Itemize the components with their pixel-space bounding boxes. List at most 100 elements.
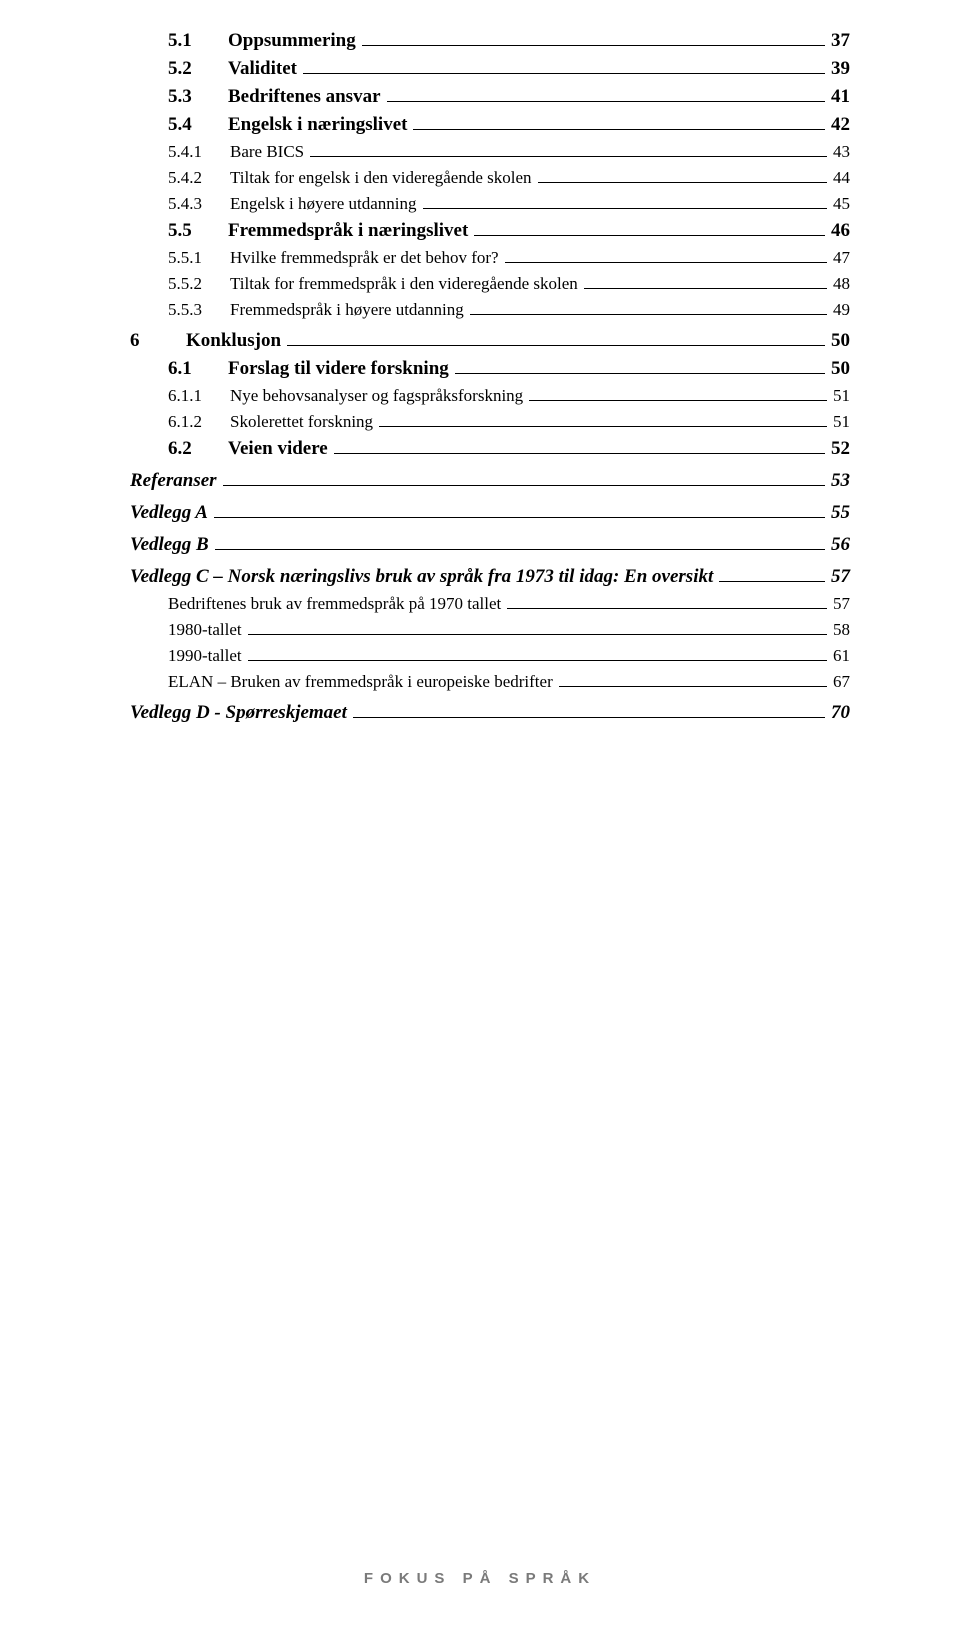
toc-leader	[334, 453, 825, 454]
toc-entry: Referanser 53	[130, 470, 850, 492]
toc-entry-label: 1980-tallet	[168, 620, 242, 640]
toc-entry-page: 39	[831, 58, 850, 80]
toc-entry-number: 5.5.2	[168, 274, 230, 294]
toc-entry-page: 43	[833, 142, 850, 162]
toc-leader	[248, 634, 827, 635]
toc-entry: 1980-tallet 58	[130, 620, 850, 640]
toc-entry: Vedlegg C – Norsk næringslivs bruk av sp…	[130, 566, 850, 588]
toc-entry: 5.4Engelsk i næringslivet 42	[130, 114, 850, 136]
toc-entry-label: Referanser	[130, 470, 217, 492]
toc-leader	[413, 129, 825, 130]
toc-leader	[379, 426, 827, 427]
toc-entry-page: 50	[831, 358, 850, 380]
toc-leader	[719, 581, 825, 582]
toc-entry-label: Konklusjon	[186, 330, 281, 352]
toc-leader	[584, 288, 827, 289]
toc-leader	[470, 314, 827, 315]
toc-entry-number: 5.4	[168, 114, 228, 136]
toc-entry: ELAN – Bruken av fremmedspråk i europeis…	[130, 672, 850, 692]
toc-entry-label: Fremmedspråk i næringslivet	[228, 220, 468, 242]
toc-entry-page: 50	[831, 330, 850, 352]
toc-entry: 6.2Veien videre52	[130, 438, 850, 460]
toc-leader	[474, 235, 825, 236]
toc-entry-page: 42	[831, 114, 850, 136]
toc-entry: 5.5Fremmedspråk i næringslivet46	[130, 220, 850, 242]
toc-leader	[248, 660, 827, 661]
toc-entry-label: Oppsummering	[228, 30, 356, 52]
toc-entry-label: Veien videre	[228, 438, 328, 460]
toc-entry: 1990-tallet 61	[130, 646, 850, 666]
toc-entry-page: 57	[831, 566, 850, 588]
toc-entry: 6.1.2Skolerettet forskning51	[130, 412, 850, 432]
toc-entry-page: 49	[833, 300, 850, 320]
toc-entry-page: 55	[831, 502, 850, 524]
toc-leader	[455, 373, 825, 374]
toc-entry-label: Tiltak for engelsk i den videregående sk…	[230, 168, 532, 188]
toc-leader	[287, 345, 825, 346]
toc-leader	[505, 262, 827, 263]
toc-entry-label: Hvilke fremmedspråk er det behov for?	[230, 248, 499, 268]
toc-entry: 5.2Validitet39	[130, 58, 850, 80]
toc-entry: 5.4.2Tiltak for engelsk i den videregåen…	[130, 168, 850, 188]
toc-entry-label: Fremmedspråk i høyere utdanning	[230, 300, 464, 320]
toc-entry: 5.3Bedriftenes ansvar41	[130, 86, 850, 108]
toc-entry: 6Konklusjon 50	[130, 330, 850, 352]
toc-entry-number: 6.1.1	[168, 386, 230, 406]
toc-entry-number: 5.4.1	[168, 142, 230, 162]
toc-entry-number: 6.2	[168, 438, 228, 460]
toc-entry-label: Bedriftenes bruk av fremmedspråk på 1970…	[168, 594, 501, 614]
toc-entry-number: 5.1	[168, 30, 228, 52]
toc-leader	[303, 73, 825, 74]
toc-entry-page: 56	[831, 534, 850, 556]
toc-entry-number: 6.1	[168, 358, 228, 380]
toc-entry: 6.1Forslag til videre forskning 50	[130, 358, 850, 380]
toc-entry-number: 5.5.3	[168, 300, 230, 320]
toc-entry-label: Forslag til videre forskning	[228, 358, 449, 380]
toc-entry-number: 5.4.2	[168, 168, 230, 188]
toc-entry-label: Engelsk i høyere utdanning	[230, 194, 417, 214]
toc-entry-page: 47	[833, 248, 850, 268]
toc-entry-page: 51	[833, 386, 850, 406]
toc-leader	[223, 485, 825, 486]
toc-entry-page: 41	[831, 86, 850, 108]
toc-entry-label: Vedlegg D - Spørreskjemaet	[130, 702, 347, 724]
toc-entry-number: 6	[130, 330, 186, 352]
toc-leader	[538, 182, 827, 183]
toc-entry-page: 45	[833, 194, 850, 214]
toc-entry-number: 5.3	[168, 86, 228, 108]
toc-container: 5.1Oppsummering375.2Validitet395.3Bedrif…	[130, 30, 850, 724]
toc-entry: Vedlegg D - Spørreskjemaet 70	[130, 702, 850, 724]
toc-entry-number: 5.4.3	[168, 194, 230, 214]
toc-entry-label: Engelsk i næringslivet	[228, 114, 407, 136]
toc-entry-label: 1990-tallet	[168, 646, 242, 666]
toc-entry: 5.1Oppsummering 37	[130, 30, 850, 52]
toc-entry-page: 46	[831, 220, 850, 242]
toc-entry-label: ELAN – Bruken av fremmedspråk i europeis…	[168, 672, 553, 692]
toc-entry-page: 48	[833, 274, 850, 294]
toc-entry-label: Vedlegg B	[130, 534, 209, 556]
toc-entry-label: Skolerettet forskning	[230, 412, 373, 432]
toc-entry-label: Bare BICS	[230, 142, 304, 162]
toc-entry-page: 58	[833, 620, 850, 640]
toc-leader	[507, 608, 827, 609]
toc-entry-number: 5.5.1	[168, 248, 230, 268]
toc-entry: 5.5.2Tiltak for fremmedspråk i den vider…	[130, 274, 850, 294]
toc-entry-page: 51	[833, 412, 850, 432]
toc-entry-page: 70	[831, 702, 850, 724]
toc-entry-page: 67	[833, 672, 850, 692]
toc-entry-page: 44	[833, 168, 850, 188]
toc-entry: 5.5.3Fremmedspråk i høyere utdanning 49	[130, 300, 850, 320]
toc-entry-page: 37	[831, 30, 850, 52]
toc-entry: Vedlegg B 56	[130, 534, 850, 556]
toc-entry: 5.4.3Engelsk i høyere utdanning 45	[130, 194, 850, 214]
toc-entry-page: 61	[833, 646, 850, 666]
toc-entry-label: Vedlegg A	[130, 502, 208, 524]
toc-leader	[387, 101, 825, 102]
toc-entry: Bedriftenes bruk av fremmedspråk på 1970…	[130, 594, 850, 614]
toc-leader	[353, 717, 825, 718]
toc-entry: Vedlegg A 55	[130, 502, 850, 524]
toc-entry-label: Tiltak for fremmedspråk i den videregåen…	[230, 274, 578, 294]
toc-entry-page: 53	[831, 470, 850, 492]
toc-entry-page: 57	[833, 594, 850, 614]
toc-leader	[529, 400, 827, 401]
